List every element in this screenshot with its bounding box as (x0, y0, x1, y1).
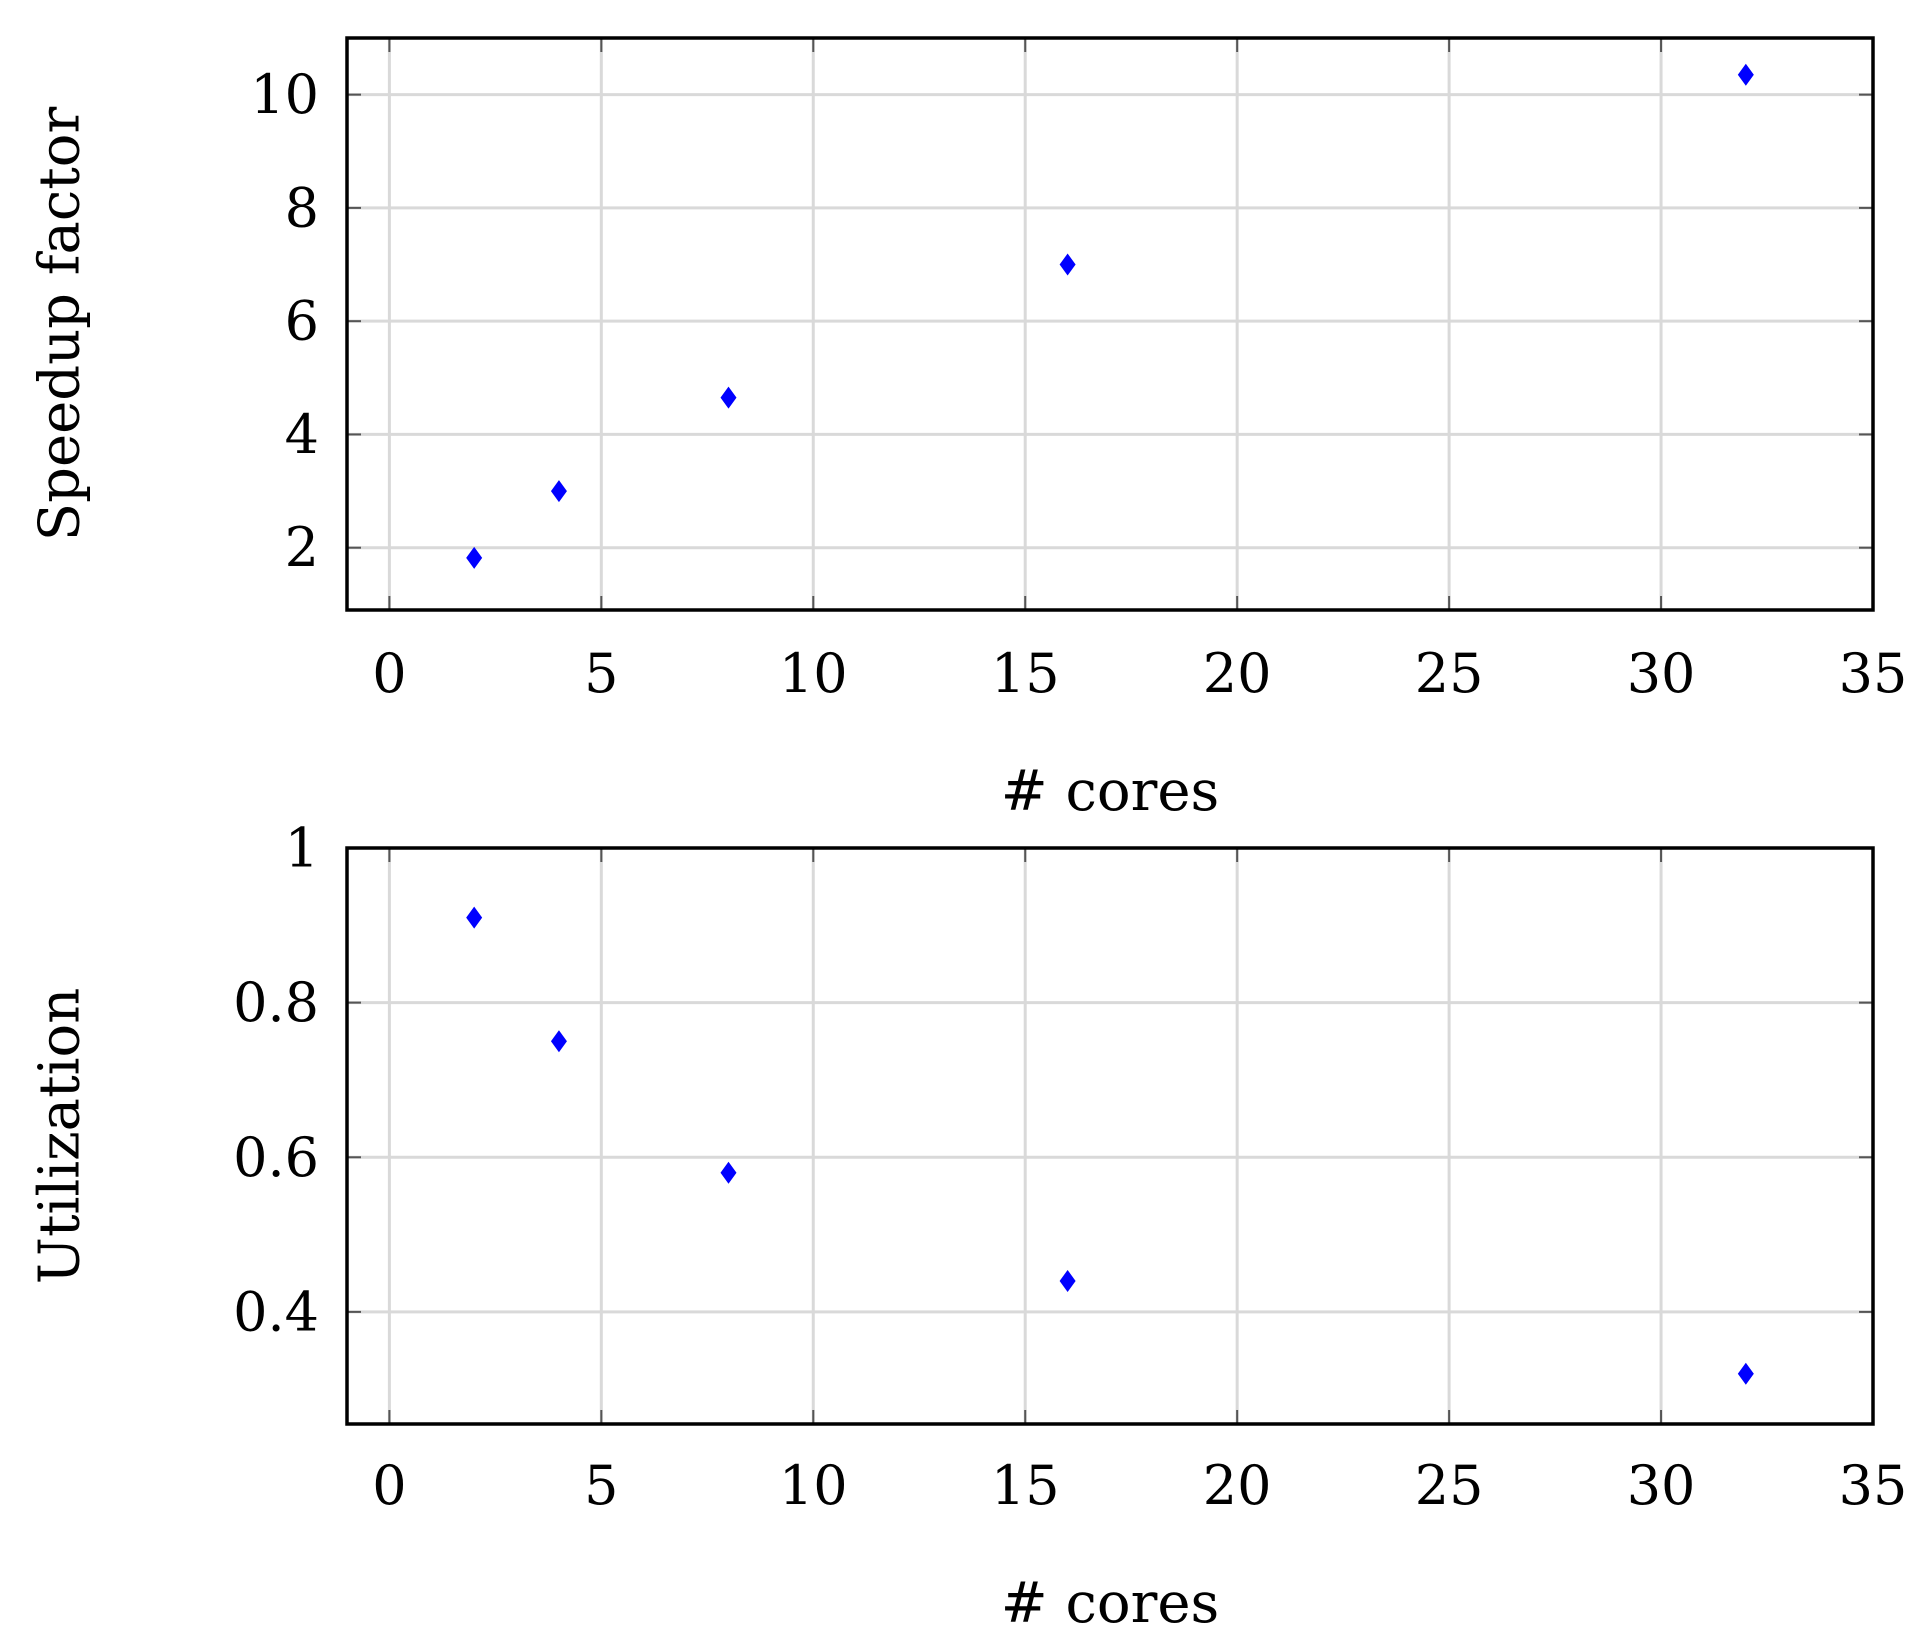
data-point (1059, 253, 1076, 276)
y-axis-label: Utilization (28, 988, 93, 1285)
x-tick-label: 20 (1203, 642, 1272, 705)
y-tick-label: 0.6 (233, 1126, 319, 1189)
x-tick-label: 30 (1627, 642, 1696, 705)
x-tick-label: 0 (372, 642, 406, 705)
x-tick-label: 25 (1415, 1454, 1484, 1517)
data-point (1737, 1362, 1754, 1385)
y-axis-label: Speedup factor (28, 107, 93, 542)
y-tick-label: 8 (285, 176, 319, 239)
x-tick-label: 35 (1839, 1454, 1908, 1517)
x-tick-label: 15 (991, 642, 1060, 705)
speedup-plot: 0 5 10 15 20 25 30 35 2 4 6 8 10 # cores Speedup facto… (28, 36, 1908, 824)
x-tick-label: 5 (584, 1454, 618, 1517)
x-tick-label: 20 (1203, 1454, 1272, 1517)
y-tick-label: 1 (285, 817, 319, 880)
x-tick-label: 0 (372, 1454, 406, 1517)
data-point (720, 1161, 737, 1184)
data-point (720, 386, 737, 409)
x-tick-label: 10 (779, 1454, 848, 1517)
x-axis-label: # cores (1001, 759, 1219, 824)
x-tick-label: 10 (779, 642, 848, 705)
data-point (550, 1030, 567, 1053)
data-point (1737, 63, 1754, 86)
y-tick-label: 0.8 (233, 971, 319, 1034)
data-point (1059, 1269, 1076, 1292)
x-tick-label: 35 (1839, 642, 1908, 705)
x-tick-label: 15 (991, 1454, 1060, 1517)
data-point (466, 546, 483, 569)
x-axis-label: # cores (1001, 1571, 1219, 1629)
y-tick-label: 6 (285, 290, 319, 353)
data-point (550, 480, 567, 503)
utilization-plot: 0 5 10 15 20 25 30 35 0.4 0.6 0.8 1 # cores Utilizati… (28, 817, 1908, 1629)
x-tick-label: 5 (584, 642, 618, 705)
plot-frame (345, 36, 1875, 612)
data-point (466, 906, 483, 929)
y-tick-label: 0.4 (233, 1280, 319, 1343)
plot-frame (345, 846, 1875, 1426)
x-tick-label: 25 (1415, 642, 1484, 705)
y-tick-label: 10 (250, 63, 319, 126)
x-tick-label: 30 (1627, 1454, 1696, 1517)
y-tick-label: 2 (285, 516, 319, 579)
y-tick-label: 4 (285, 403, 319, 466)
